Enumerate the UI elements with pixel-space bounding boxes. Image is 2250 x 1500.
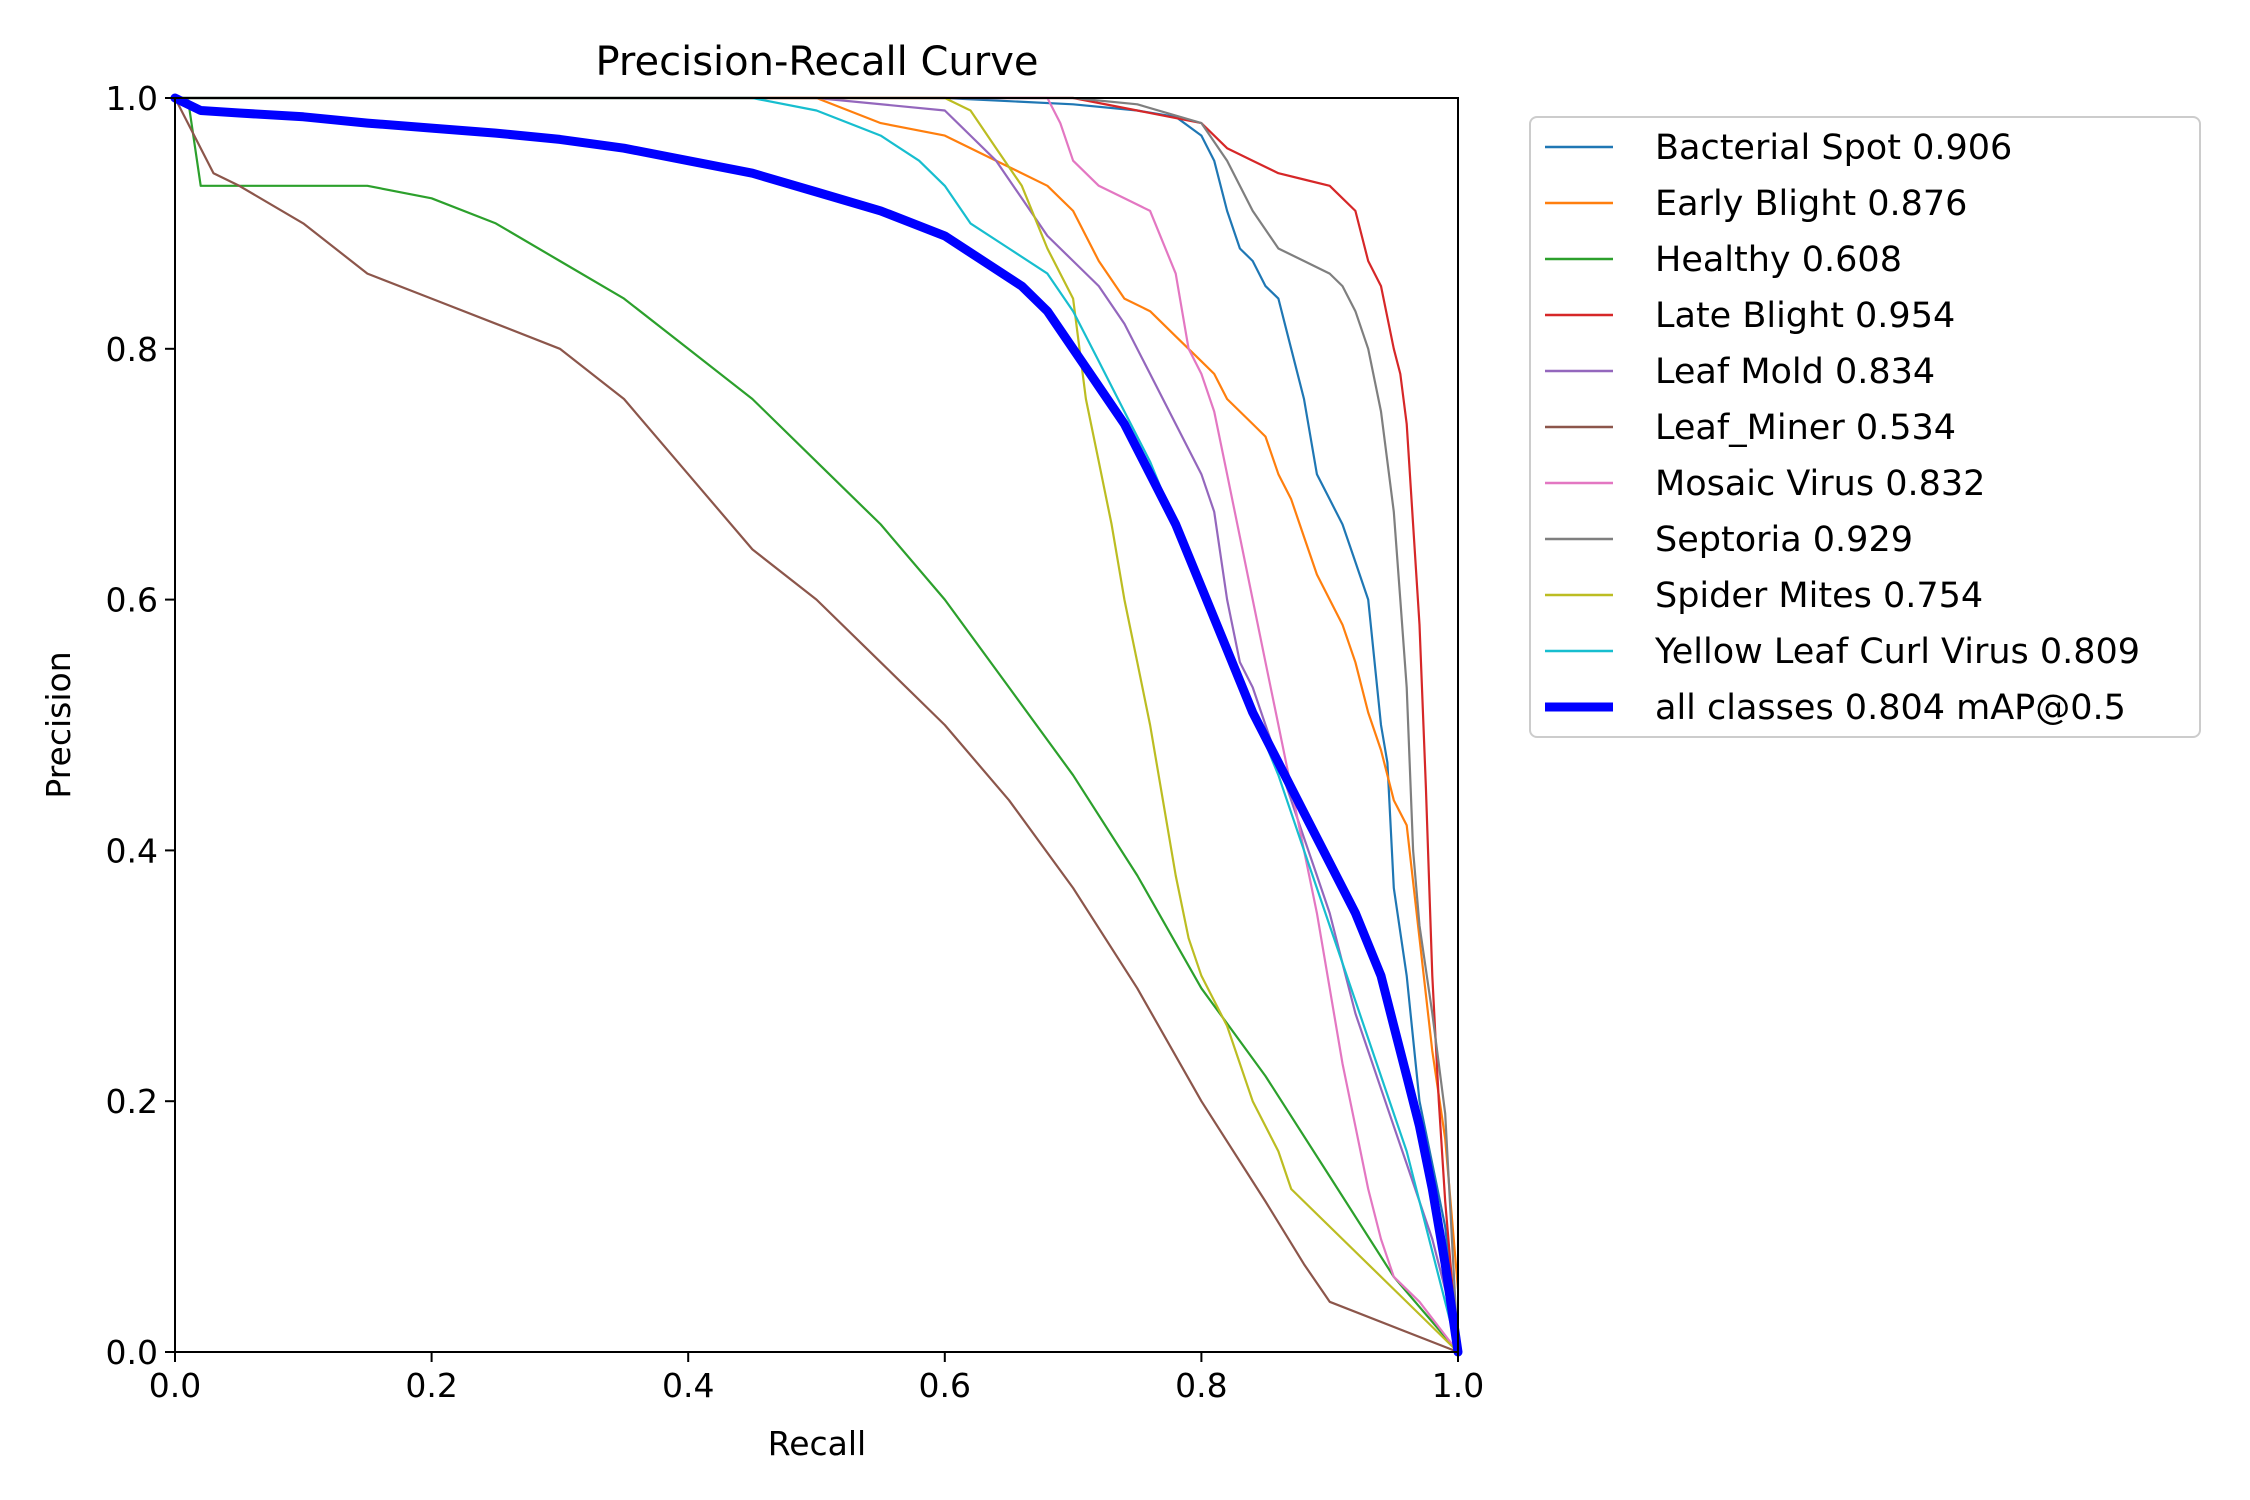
legend-label-9: Yellow Leaf Curl Virus 0.809 — [1654, 632, 2140, 672]
legend-label-1: Early Blight 0.876 — [1655, 184, 1967, 224]
y-tick-label: 0.6 — [106, 581, 158, 620]
legend-label-2: Healthy 0.608 — [1655, 240, 1902, 280]
x-tick-label: 0.2 — [405, 1366, 457, 1405]
legend-label-0: Bacterial Spot 0.906 — [1655, 128, 2012, 168]
series-layer — [170, 93, 1463, 1357]
legend-label-7: Septoria 0.929 — [1655, 520, 1913, 560]
legend-label-4: Leaf Mold 0.834 — [1655, 352, 1935, 392]
series-line-5 — [173, 96, 1460, 1354]
legend-label-6: Mosaic Virus 0.832 — [1655, 464, 1985, 504]
chart-title: Precision-Recall Curve — [596, 39, 1039, 85]
legend-label-10: all classes 0.804 mAP@0.5 — [1655, 688, 2126, 728]
plot-frame — [174, 97, 1459, 1353]
x-tick-label: 0.0 — [149, 1366, 201, 1405]
y-axis-ticks: 0.0 0.2 0.4 0.6 0.8 1.0 — [106, 79, 175, 1372]
y-tick-label: 0.4 — [106, 831, 158, 870]
legend-box — [1529, 116, 2201, 738]
y-tick-label: 0.8 — [106, 330, 158, 369]
x-axis-ticks: 0.0 0.2 0.4 0.6 0.8 1.0 — [149, 1352, 1484, 1405]
y-axis-label: Precision — [39, 651, 78, 798]
series-line-2 — [173, 96, 1460, 1354]
series-line-10 — [170, 93, 1463, 1357]
series-line-0 — [173, 96, 1460, 1354]
x-axis-label: Recall — [768, 1424, 866, 1463]
y-tick-label: 1.0 — [106, 79, 158, 118]
x-tick-label: 0.6 — [919, 1366, 971, 1405]
y-tick-label: 0.2 — [106, 1082, 158, 1121]
legend-label-8: Spider Mites 0.754 — [1655, 576, 1983, 616]
series-line-1 — [173, 96, 1460, 1291]
series-line-6 — [173, 96, 1460, 1354]
series-line-9 — [173, 96, 1460, 1354]
legend: Bacterial Spot 0.906 Early Blight 0.876 He… — [1529, 116, 2201, 738]
series-line-4 — [173, 96, 1460, 1354]
series-line-7 — [173, 96, 1460, 1354]
x-tick-label: 0.8 — [1175, 1366, 1227, 1405]
series-line-8 — [173, 96, 1460, 1354]
x-tick-label: 1.0 — [1432, 1366, 1484, 1405]
legend-label-5: Leaf_Miner 0.534 — [1655, 408, 1956, 448]
x-tick-label: 0.4 — [662, 1366, 714, 1405]
y-tick-label: 0.0 — [106, 1333, 158, 1372]
legend-label-3: Late Blight 0.954 — [1655, 296, 1955, 336]
